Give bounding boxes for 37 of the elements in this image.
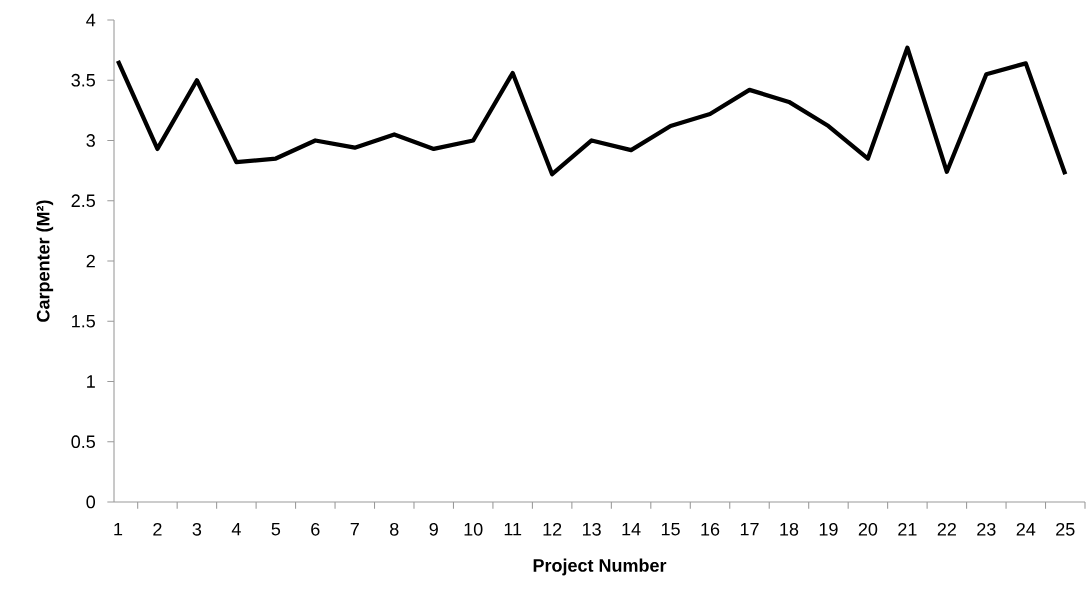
x-tick-label: 3 [192, 522, 202, 536]
x-axis-title: Project Number [533, 558, 667, 576]
x-tick-label: 22 [937, 522, 956, 536]
x-tick-label: 7 [350, 522, 359, 536]
x-tick-label: 11 [504, 522, 522, 536]
line-series [115, 45, 1068, 177]
x-tick-label: 9 [429, 522, 438, 536]
x-tick-label: 19 [819, 522, 838, 536]
x-tick-label: 12 [543, 522, 562, 536]
x-tick-label: 17 [740, 522, 759, 536]
y-tick-label: 3 [86, 134, 95, 147]
x-tick-label: 10 [464, 522, 483, 536]
x-tick-label: 20 [858, 522, 878, 536]
y-tick-label: 0.5 [71, 435, 95, 449]
y-axis-title: Carpenter (M²) [36, 200, 54, 322]
x-tick-label: 6 [311, 522, 320, 536]
x-tick-label: 2 [153, 522, 162, 536]
x-tick-label: 23 [977, 522, 996, 536]
y-tick-label: 1.5 [72, 314, 95, 328]
x-tick-label: 4 [231, 522, 241, 536]
x-tick-label: 24 [1016, 522, 1036, 536]
y-tick-label: 1 [87, 375, 95, 388]
x-tick-label: 25 [1056, 522, 1075, 536]
x-tick-label: 16 [701, 522, 720, 536]
x-tick-label: 15 [661, 522, 680, 536]
y-tick-label: 2 [86, 254, 95, 268]
x-tick-label: 14 [622, 522, 641, 536]
x-tick-label: 5 [271, 522, 281, 536]
y-tick-label: 2.5 [71, 194, 95, 208]
x-tick-label: 13 [582, 522, 601, 536]
y-tick-label: 3.5 [71, 73, 95, 87]
y-tick-label: 4 [86, 13, 96, 27]
x-tick-label: 18 [780, 522, 799, 536]
x-tick-label: 1 [114, 522, 123, 536]
x-tick-label: 8 [390, 522, 399, 536]
y-tick-label: 0 [86, 495, 96, 509]
x-tick-label: 21 [898, 522, 917, 536]
